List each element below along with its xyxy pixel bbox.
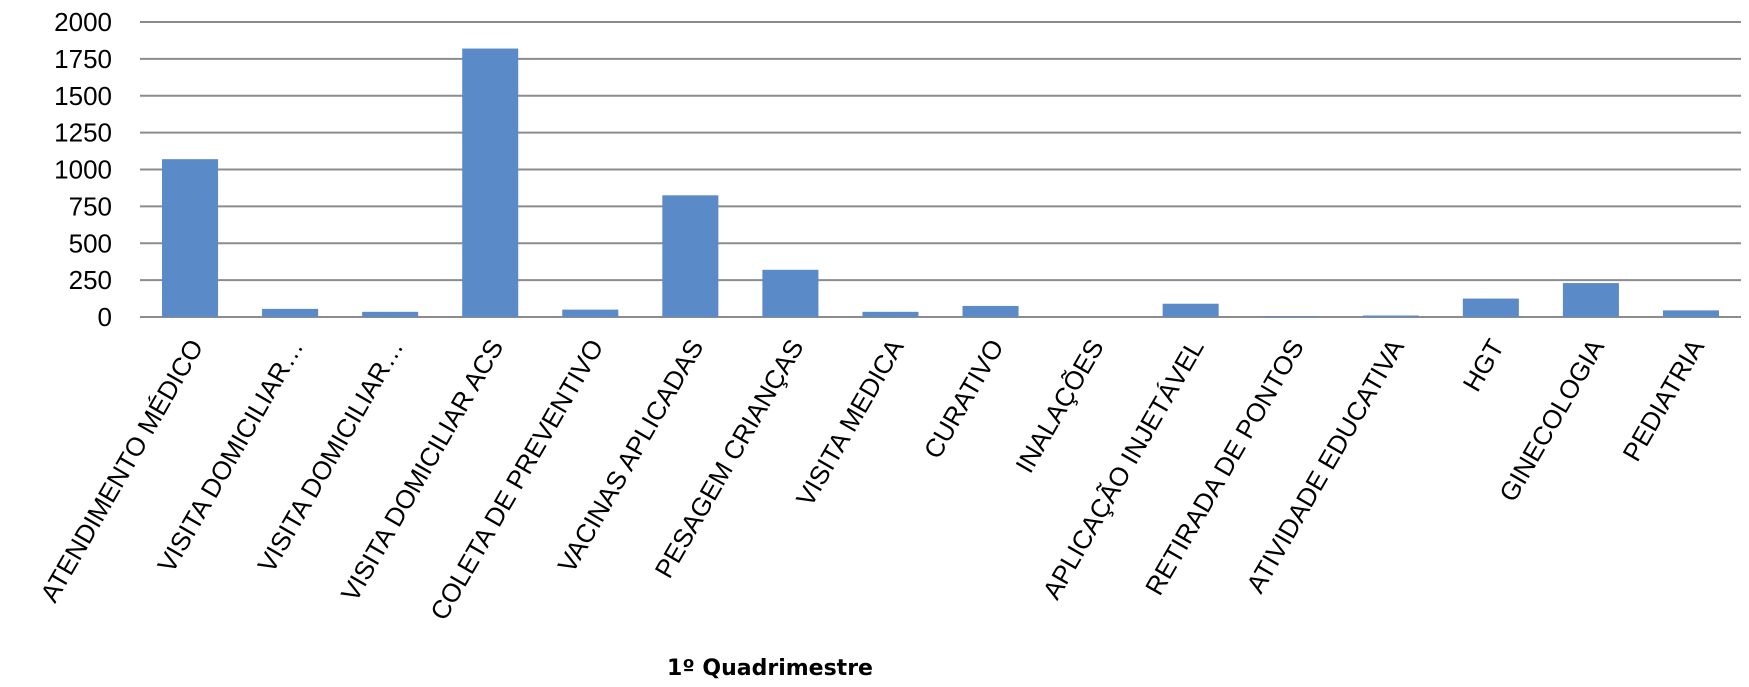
y-tick-label: 1250: [54, 118, 112, 148]
x-tick-label: VISITA MEDICA: [790, 333, 910, 511]
y-axis: 0 250 500 750 1000 1250 1500 1750 2000: [54, 7, 112, 332]
bar-1: [162, 159, 219, 317]
x-tick-label: GINECOLOGIA: [1493, 333, 1610, 506]
bar-13: [1362, 315, 1419, 317]
y-tick-label: 0: [98, 302, 112, 332]
y-tick-label: 250: [69, 265, 112, 295]
bars: [162, 48, 1719, 318]
y-tick-label: 1000: [54, 155, 112, 185]
bar-4: [462, 48, 519, 318]
y-tick-label: 2000: [54, 7, 112, 37]
y-tick-label: 1750: [54, 44, 112, 74]
bar-12: [1262, 316, 1319, 317]
bar-15: [1562, 283, 1619, 317]
bar-3: [362, 311, 419, 317]
y-tick-label: 750: [69, 191, 112, 221]
y-tick-label: 1500: [54, 81, 112, 111]
bar-6: [662, 195, 719, 317]
x-tick-label: INALAÇÕES: [1009, 334, 1109, 478]
bar-8: [862, 311, 919, 317]
x-tick-label: CURATIVO: [918, 334, 1010, 464]
bar-14: [1462, 298, 1519, 317]
x-tick-label: HGT: [1457, 334, 1510, 397]
bar-11: [1162, 303, 1219, 317]
bar-9: [962, 305, 1019, 317]
bar-5: [562, 309, 619, 317]
bar-16: [1662, 310, 1719, 317]
x-tick-label: PEDIATRIA: [1617, 333, 1711, 466]
y-tick-label: 500: [69, 228, 112, 258]
gridlines: [140, 21, 1741, 318]
bar-7: [762, 269, 819, 317]
x-tick-label: COLETA DE PREVENTIVO: [424, 334, 609, 625]
bar-2: [262, 308, 319, 317]
x-axis-title: 1º Quadrimestre: [667, 656, 873, 681]
